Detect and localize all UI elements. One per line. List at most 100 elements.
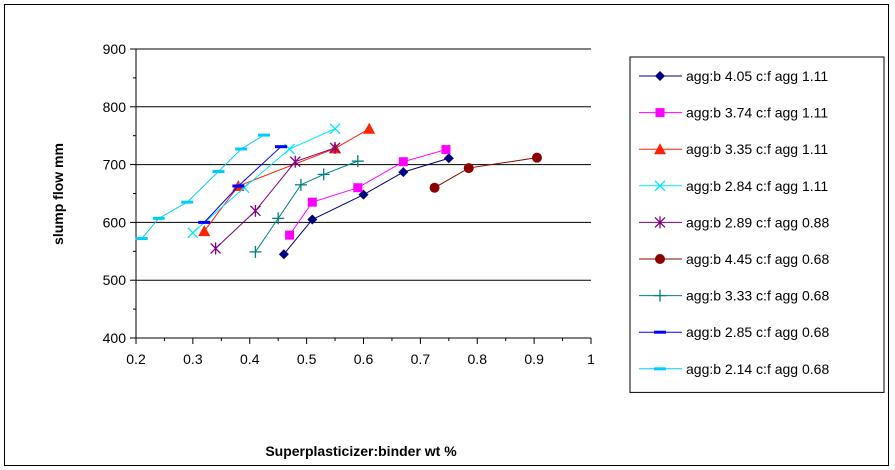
series-line [141, 134, 265, 239]
x-tick-label: 0.9 [524, 351, 544, 367]
legend-marker [655, 71, 665, 81]
legend-marker [654, 180, 666, 192]
marker-stroke [654, 180, 666, 192]
data-point [152, 216, 165, 220]
series-6 [429, 152, 542, 193]
legend-label: agg:b 2.84 c:f agg 1.11 [686, 178, 828, 194]
series-line [215, 147, 336, 249]
data-point [212, 170, 225, 174]
legend-item: agg:b 2.85 c:f agg 0.68 [639, 324, 829, 340]
legend-marker [655, 254, 665, 264]
data-point [353, 183, 363, 193]
x-tick-label: 0.3 [183, 351, 203, 367]
data-point [235, 147, 248, 151]
marker-stroke [187, 227, 199, 239]
legend-item: agg:b 2.14 c:f agg 0.68 [639, 361, 829, 377]
data-point [187, 227, 199, 239]
x-tick-label: 0.6 [354, 351, 374, 367]
series-5 [210, 141, 341, 255]
data-point [135, 237, 148, 241]
x-tick-label: 0.7 [411, 351, 431, 367]
series-9 [135, 133, 270, 241]
data-point [531, 152, 542, 163]
data-point [398, 167, 409, 178]
data-point [329, 141, 341, 154]
legend-marker [654, 367, 666, 371]
legend-label: agg:b 3.33 c:f agg 0.68 [686, 288, 829, 304]
data-point [317, 168, 330, 181]
legend-label: agg:b 2.85 c:f agg 0.68 [686, 324, 829, 340]
legend-marker [654, 289, 666, 302]
marker-stroke [329, 123, 341, 135]
data-point [329, 123, 341, 135]
legend-label: agg:b 3.35 c:f agg 1.11 [686, 141, 828, 157]
legend-marker [654, 143, 666, 155]
data-point [210, 242, 222, 255]
y-axis-title: slump flow mm [50, 143, 66, 245]
data-point [272, 212, 285, 225]
legend-item: agg:b 3.35 c:f agg 1.11 [639, 141, 828, 157]
x-tick-label: 0.5 [297, 351, 317, 367]
legend-label: agg:b 4.45 c:f agg 0.68 [686, 251, 829, 267]
plot-area: 400 500 600 700 800 900 0.2 0.3 0.4 0.5 0.6 0.7 0.8 0… [103, 41, 595, 367]
legend-item: agg:b 3.33 c:f agg 0.68 [639, 288, 829, 304]
marker-stroke [238, 182, 250, 194]
marker-stroke [284, 143, 296, 155]
series-line [203, 128, 370, 232]
series-1 [278, 153, 454, 260]
chart-frame: 400 500 600 700 800 900 0.2 0.3 0.4 0.5 0.6 0.7 0.8 0… [4, 4, 889, 466]
data-point [249, 204, 261, 217]
series-7 [249, 155, 364, 258]
legend-item: agg:b 4.45 c:f agg 0.68 [639, 251, 829, 267]
data-point [441, 145, 451, 155]
data-point [307, 197, 317, 207]
data-point [278, 249, 289, 260]
data-point [257, 133, 270, 137]
series-2 [285, 145, 451, 240]
legend-marker [655, 108, 665, 118]
legend-item: agg:b 2.84 c:f agg 1.11 [639, 178, 828, 194]
series-4 [187, 123, 341, 239]
series-8 [198, 145, 288, 224]
data-point [249, 245, 262, 258]
data-point [198, 220, 211, 224]
legend: agg:b 4.05 c:f agg 1.11 agg:b 3.74 c:f ag… [629, 56, 885, 393]
legend-label: agg:b 2.89 c:f agg 0.88 [686, 214, 829, 230]
y-tick-label: 500 [103, 272, 127, 288]
y-tick-label: 400 [103, 330, 127, 346]
x-tick-label: 0.8 [468, 351, 488, 367]
series-3 [198, 122, 376, 237]
data-point [285, 230, 295, 240]
legend-item: agg:b 2.89 c:f agg 0.88 [639, 214, 829, 230]
chart-svg: 400 500 600 700 800 900 0.2 0.3 0.4 0.5 0.6 0.7 0.8 0… [50, 41, 885, 459]
legend-item: agg:b 3.74 c:f agg 1.11 [639, 105, 828, 121]
series-line [192, 128, 336, 234]
legend-marker [654, 330, 666, 334]
x-tick-label: 1 [587, 351, 595, 367]
data-point [232, 184, 245, 188]
data-point [398, 157, 408, 167]
legend-label: agg:b 4.05 c:f agg 1.11 [686, 68, 828, 84]
legend-item: agg:b 4.05 c:f agg 1.11 [639, 68, 828, 84]
data-point [289, 155, 301, 168]
data-point [294, 178, 307, 191]
data-point [275, 145, 288, 149]
series-line [434, 157, 538, 189]
y-tick-label: 600 [103, 214, 127, 230]
x-tick-label: 0.4 [240, 351, 260, 367]
data-point [363, 122, 376, 134]
x-axis-title: Superplasticizer:binder wt % [265, 443, 457, 459]
x-tick-label: 0.2 [126, 351, 146, 367]
y-tick-label: 900 [103, 41, 127, 57]
legend-label: agg:b 2.14 c:f agg 0.68 [686, 361, 829, 377]
data-point [351, 155, 364, 168]
data-point [429, 182, 440, 193]
y-tick-label: 800 [103, 99, 127, 115]
series-line [255, 160, 358, 253]
data-point [463, 163, 474, 174]
data-point [198, 225, 211, 237]
y-tick-label: 700 [103, 157, 127, 173]
data-point [307, 214, 318, 225]
data-point [443, 153, 454, 164]
data-point [181, 200, 194, 204]
